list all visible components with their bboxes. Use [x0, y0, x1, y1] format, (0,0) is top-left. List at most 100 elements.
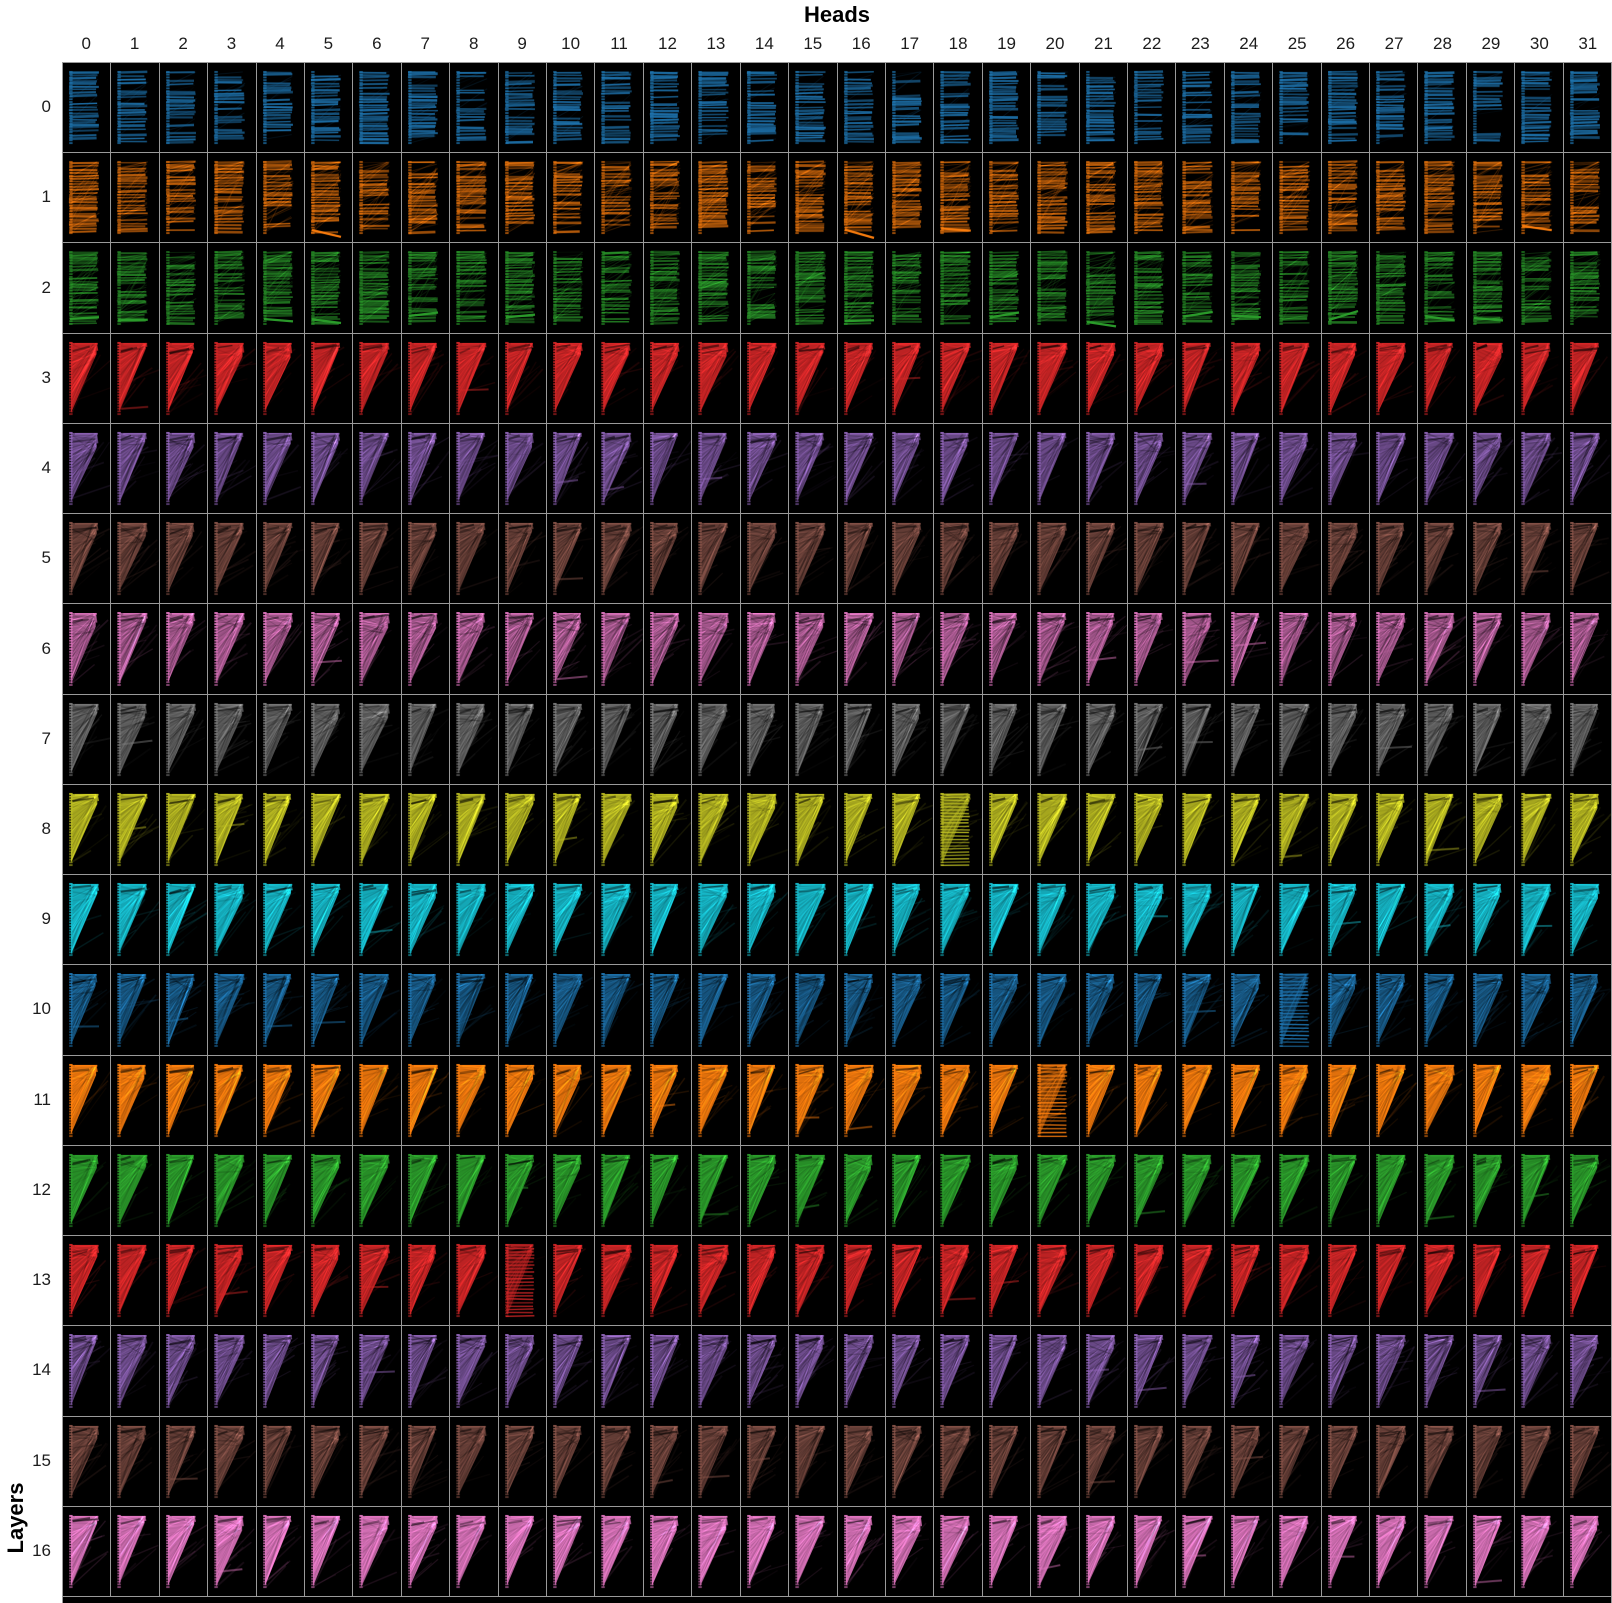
attention-cell-L14-H2	[159, 1326, 208, 1416]
attention-cell-L15-H9	[498, 1416, 547, 1506]
attention-cell-L10-H17	[885, 965, 934, 1055]
attention-cell-L3-H12	[643, 333, 692, 423]
attention-cell-L16-H25	[1273, 1506, 1321, 1596]
attention-cell-L7-H5	[305, 694, 353, 784]
attention-pattern-canvas	[1321, 333, 1369, 423]
attention-pattern-canvas	[498, 333, 547, 423]
attention-pattern-canvas	[643, 784, 692, 875]
attention-cell-L9-H0	[63, 875, 111, 965]
attention-cell-L9-H25	[1273, 875, 1321, 965]
attention-pattern-canvas	[1127, 423, 1176, 514]
attention-pattern-canvas	[837, 875, 885, 965]
attention-cell-L6-H13	[692, 604, 740, 694]
attention-pattern-canvas	[63, 1416, 111, 1506]
attention-cell-L15-H1	[111, 1416, 159, 1506]
attention-cell-L13-H14	[740, 1236, 789, 1326]
attention-cell-L5-H11	[595, 514, 643, 604]
attention-cell-L2-H11	[595, 243, 643, 333]
attention-pattern-canvas	[982, 514, 1031, 604]
attention-pattern-canvas	[547, 1055, 595, 1145]
attention-pattern-canvas	[789, 1326, 837, 1416]
attention-cell-L12-H16	[837, 1145, 885, 1236]
attention-pattern-canvas	[450, 1326, 498, 1416]
attention-cell-L1-H23	[1176, 153, 1224, 243]
attention-cell-L7-H29	[1466, 694, 1515, 784]
attention-cell-L2-H26	[1321, 243, 1369, 333]
attention-pattern-canvas	[740, 694, 789, 784]
layer-label-0: 0	[41, 97, 51, 117]
attention-pattern-canvas	[401, 1055, 450, 1145]
attention-pattern-canvas	[1176, 1416, 1224, 1506]
attention-pattern-canvas	[643, 423, 692, 514]
attention-pattern-canvas	[1176, 694, 1224, 784]
attention-pattern-canvas	[353, 604, 401, 694]
attention-cell-L12-H30	[1515, 1145, 1563, 1236]
attention-cell-L1-H30	[1515, 153, 1563, 243]
attention-cell-L11-H29	[1466, 1055, 1515, 1145]
attention-pattern-canvas	[1515, 604, 1563, 694]
attention-pattern-canvas	[643, 604, 692, 694]
attention-pattern-canvas	[1563, 1145, 1611, 1236]
attention-cell-L9-H9	[498, 875, 547, 965]
attention-cell-L1-H25	[1273, 153, 1321, 243]
attention-cell-L7-H27	[1369, 694, 1418, 784]
attention-pattern-canvas	[63, 1506, 111, 1596]
attention-cell-L14-H15	[789, 1326, 837, 1416]
attention-pattern-canvas	[1079, 333, 1127, 423]
attention-pattern-canvas	[401, 1236, 450, 1326]
attention-cell-L0-H0	[63, 63, 111, 153]
attention-cell-L4-H31	[1563, 423, 1611, 514]
attention-cell-L8-H6	[353, 784, 401, 875]
attention-pattern-canvas	[1224, 333, 1273, 423]
attention-pattern-canvas	[643, 875, 692, 965]
attention-cell-L8-H24	[1224, 784, 1273, 875]
attention-pattern-canvas	[353, 1506, 401, 1596]
attention-cell-L10-H22	[1127, 965, 1176, 1055]
attention-cell-L14-H24	[1224, 1326, 1273, 1416]
attention-cell-L16-H23	[1176, 1506, 1224, 1596]
attention-pattern-canvas	[1321, 694, 1369, 784]
attention-pattern-canvas	[1369, 243, 1418, 333]
attention-pattern-canvas	[1515, 243, 1563, 333]
attention-pattern-canvas	[1515, 1326, 1563, 1416]
attention-pattern-canvas	[498, 694, 547, 784]
attention-cell-L15-H19	[982, 1416, 1031, 1506]
attention-pattern-canvas	[1466, 1055, 1515, 1145]
attention-cell-L4-H1	[111, 423, 159, 514]
attention-cell-L12-H11	[595, 1145, 643, 1236]
attention-pattern-canvas	[982, 604, 1031, 694]
attention-cell-L16-H11	[595, 1506, 643, 1596]
attention-cell-L13-H1	[111, 1236, 159, 1326]
attention-cell-L11-H21	[1079, 1055, 1127, 1145]
attention-cell-L7-H25	[1273, 694, 1321, 784]
attention-cell-L8-H25	[1273, 784, 1321, 875]
attention-pattern-canvas	[643, 1055, 692, 1145]
attention-pattern-canvas	[1224, 1326, 1273, 1416]
attention-cell-L6-H28	[1418, 604, 1466, 694]
attention-cell-L6-H16	[837, 604, 885, 694]
attention-cell-L9-H16	[837, 875, 885, 965]
attention-pattern-canvas	[595, 1506, 643, 1596]
attention-pattern-canvas	[1127, 1145, 1176, 1236]
attention-cell-L16-H4	[256, 1506, 305, 1596]
attention-pattern-canvas	[1273, 1055, 1321, 1145]
attention-pattern-canvas	[353, 1416, 401, 1506]
attention-cell-L4-H0	[63, 423, 111, 514]
attention-cell-L0-H27	[1369, 63, 1418, 153]
attention-pattern-canvas	[1273, 1326, 1321, 1416]
attention-cell-L5-H28	[1418, 514, 1466, 604]
attention-pattern-canvas	[1031, 1055, 1079, 1145]
attention-pattern-canvas	[1079, 514, 1127, 604]
attention-pattern-canvas	[1466, 1506, 1515, 1596]
attention-cell-L1-H27	[1369, 153, 1418, 243]
attention-cell-L1-H2	[159, 153, 208, 243]
attention-pattern-canvas	[1515, 1145, 1563, 1236]
attention-cell-L2-H30	[1515, 243, 1563, 333]
attention-pattern-canvas	[450, 784, 498, 875]
attention-cell-L15-H0	[63, 1416, 111, 1506]
attention-pattern-canvas	[885, 1326, 934, 1416]
attention-pattern-canvas	[1321, 63, 1369, 153]
layer-axis-labels: 0 1 2 3 4 5 6 7 8 9 10 11 12 13 14 15 16	[0, 62, 62, 1596]
attention-pattern-canvas	[1031, 784, 1079, 875]
attention-cell-L2-H8	[450, 243, 498, 333]
